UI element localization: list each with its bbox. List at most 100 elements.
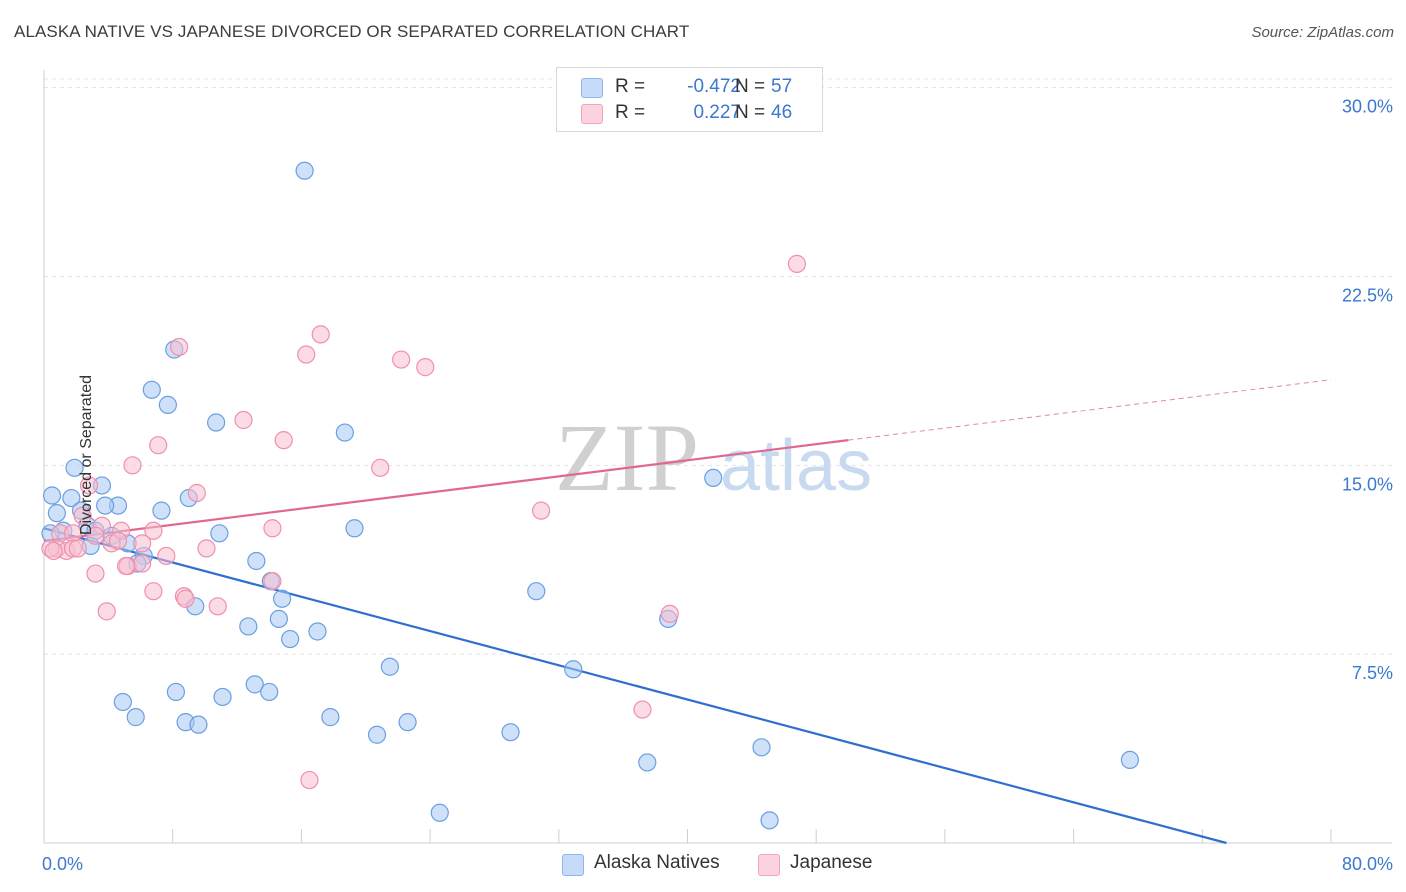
japanese-point (133, 534, 152, 553)
japanese-point (274, 431, 293, 450)
alaska-native-point (126, 708, 145, 727)
alaska-native-point (96, 496, 115, 515)
japanese-point (144, 582, 163, 601)
alaska-native-point (158, 395, 177, 414)
alaska-native-point (260, 682, 279, 702)
correlation-legend: R = -0.472 N = 57 R = 0.227 N = 46 (556, 67, 823, 132)
japanese-point (197, 539, 216, 558)
japanese-point (123, 456, 142, 475)
source-label: Source: ZipAtlas.com (1251, 24, 1394, 41)
japanese-point (68, 539, 87, 558)
alaska-native-point (65, 458, 84, 477)
alaska-native-point (281, 629, 300, 649)
japanese-point (86, 526, 105, 545)
legend-n-label: N = (735, 102, 766, 123)
japanese-point (97, 602, 116, 621)
japanese-point (300, 770, 319, 790)
series-swatch-alaska-natives (562, 854, 584, 876)
japanese-point (79, 476, 99, 495)
japanese-point (44, 541, 63, 561)
alaska-native-point (367, 725, 387, 744)
alaska-native-point (501, 723, 520, 742)
japanese-point (371, 458, 390, 477)
y-tick-label: 7.5% (1352, 663, 1393, 683)
legend-r-label: R = (615, 76, 646, 97)
y-axis-label: Divorced or Separated (78, 374, 96, 536)
watermark-zip: ZIP (555, 404, 699, 511)
alaska-native-point (321, 708, 340, 727)
alaska-native-point (308, 622, 327, 641)
japanese-point (86, 564, 105, 583)
japanese-point (297, 345, 316, 364)
data-points (41, 161, 1140, 830)
alaska-native-point (527, 582, 546, 601)
japanese-point (170, 337, 189, 357)
japanese-point (73, 506, 92, 525)
alaska-native-point (398, 713, 417, 732)
alaska-native-point (345, 519, 364, 538)
japanese-point (133, 554, 152, 573)
x-tick-label-max: 80.0% (1342, 854, 1393, 874)
japanese-point (108, 531, 128, 550)
japanese-point (234, 410, 253, 430)
japanese-trend-line-extension (848, 379, 1332, 441)
alaska-native-point (213, 687, 232, 707)
japanese-point (208, 597, 227, 616)
trend-lines (43, 379, 1332, 845)
x-tick-label-min: 0.0% (42, 854, 83, 874)
alaska-native-point (239, 617, 258, 636)
grid-lines (44, 78, 1392, 655)
alaska-native-point (113, 692, 132, 712)
alaska-native-point (247, 551, 266, 571)
alaska-native-point (1120, 750, 1140, 770)
alaska-native-point (152, 501, 171, 520)
legend-r-label: R = (615, 102, 646, 123)
chart-title: ALASKA NATIVE VS JAPANESE DIVORCED OR SE… (14, 22, 690, 41)
japanese-point (660, 604, 679, 623)
legend-swatch-japanese (581, 104, 603, 124)
alaska-native-point (269, 609, 288, 629)
alaska-native-point (207, 413, 226, 432)
japanese-point (532, 501, 551, 520)
alaska-native-point (564, 660, 583, 679)
series-swatch-japanese (758, 854, 780, 876)
alaska-native-point (272, 589, 292, 608)
alaska-natives-trend-line (43, 527, 1227, 845)
legend-n-value: 57 (771, 76, 793, 97)
legend-n-label: N = (735, 76, 766, 97)
alaska-native-point (42, 486, 62, 505)
japanese-point (392, 350, 411, 369)
japanese-point (157, 546, 176, 566)
japanese-point (787, 254, 806, 273)
alaska-native-point (760, 811, 779, 830)
legend-n-value: 46 (771, 102, 793, 123)
alaska-native-point (380, 657, 399, 676)
japanese-point (263, 572, 282, 591)
japanese-point (149, 436, 168, 455)
alaska-native-point (335, 423, 354, 442)
legend-r-value: 0.227 (693, 102, 741, 123)
alaska-native-point (166, 682, 186, 702)
japanese-point (176, 589, 195, 608)
japanese-point (116, 556, 136, 576)
japanese-point (633, 700, 652, 719)
japanese-point (416, 358, 435, 377)
alaska-native-point (430, 803, 449, 822)
y-tick-label: 15.0% (1342, 474, 1393, 494)
alaska-native-point (638, 753, 657, 772)
alaska-native-point (189, 715, 208, 734)
alaska-native-point (47, 504, 66, 523)
japanese-point (311, 325, 330, 344)
japanese-point (187, 483, 206, 503)
alaska-native-point (210, 524, 229, 543)
alaska-native-point (245, 675, 264, 694)
axes (43, 70, 1392, 844)
watermark-atlas: atlas (720, 426, 872, 506)
japanese-point (144, 521, 163, 540)
alaska-native-point (142, 380, 161, 399)
y-tick-label: 30.0% (1342, 97, 1393, 117)
legend-swatch-alaska-natives (581, 78, 603, 98)
tick-labels: 7.5% 15.0% 22.5% 30.0% 0.0% 80.0% (42, 97, 1393, 874)
series-label-japanese: Japanese (790, 852, 873, 873)
